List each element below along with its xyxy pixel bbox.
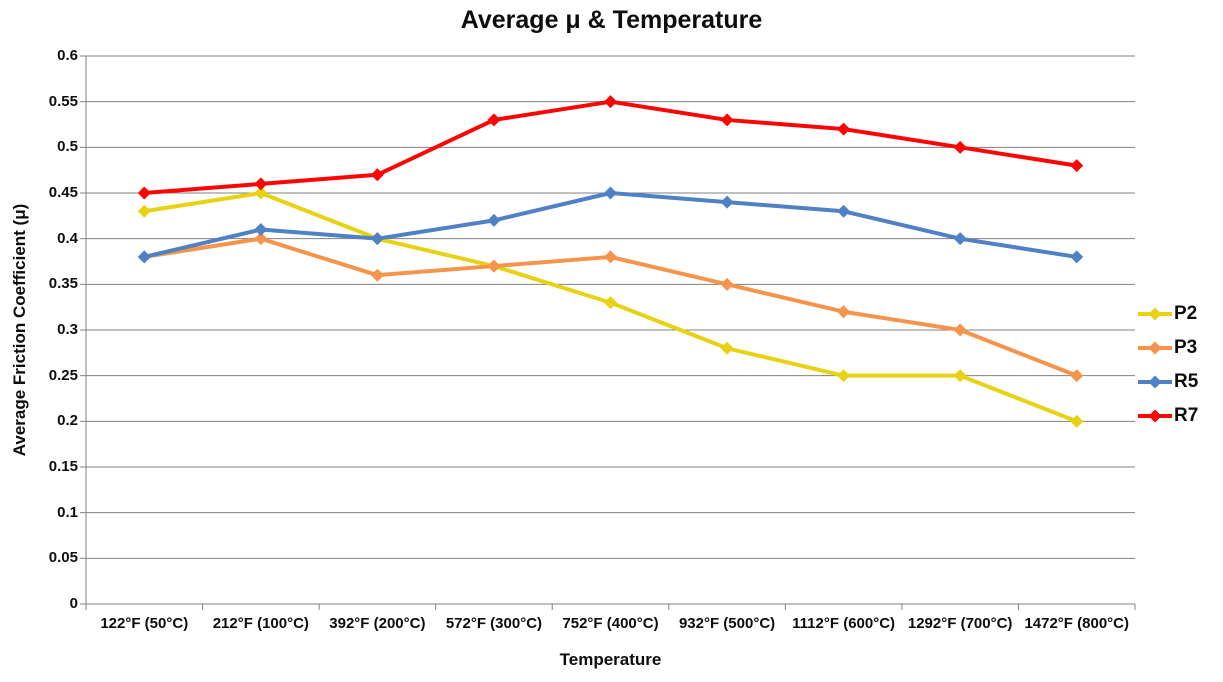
data-point-marker <box>837 305 851 319</box>
data-point-marker <box>720 277 734 291</box>
data-point-marker <box>137 250 151 264</box>
data-point-marker <box>1070 250 1084 264</box>
data-point-marker <box>953 369 967 383</box>
y-tick-label: 0.6 <box>57 47 78 64</box>
x-tick-label: 1472°F (800°C) <box>1024 615 1129 632</box>
y-tick-label: 0.35 <box>48 275 78 293</box>
y-tick-label: 0.15 <box>48 458 78 475</box>
legend-marker-icon <box>1138 409 1172 423</box>
x-tick-label: 752°F (400°C) <box>562 615 659 632</box>
legend-marker-icon <box>1138 375 1172 389</box>
legend-label: R5 <box>1174 371 1199 392</box>
series-R5 <box>137 186 1084 264</box>
legend-diamond-icon <box>1148 375 1162 389</box>
series-R7 <box>137 95 1084 200</box>
data-point-marker <box>953 232 967 246</box>
legend-marker-icon <box>1138 341 1172 355</box>
data-point-marker <box>837 369 851 383</box>
legend-item-P3: P3 <box>1138 331 1198 365</box>
data-point-marker <box>1070 414 1084 428</box>
data-point-marker <box>604 186 617 200</box>
x-tick-label: 212°F (100°C) <box>212 615 309 632</box>
data-point-marker <box>1070 369 1084 383</box>
y-tick-label: 0.4 <box>57 229 78 247</box>
data-point-marker <box>837 204 851 218</box>
data-point-marker <box>254 232 268 246</box>
x-tick-label: 1112°F (600°C) <box>792 615 896 632</box>
data-point-marker <box>487 213 501 227</box>
x-axis-title: Temperature <box>559 650 662 669</box>
y-tick-label: 0.1 <box>57 503 78 521</box>
data-point-marker <box>254 186 268 200</box>
data-point-marker <box>604 95 617 109</box>
x-tick-label: 392°F (200°C) <box>329 615 426 632</box>
legend-label: R7 <box>1174 405 1199 426</box>
y-tick-label: 0.5 <box>57 138 78 156</box>
legend-diamond-icon <box>1148 341 1162 355</box>
data-point-marker <box>604 296 617 310</box>
y-tick-label: 0.55 <box>48 92 78 110</box>
data-point-marker <box>370 232 384 246</box>
x-tick-label: 932°F (500°C) <box>678 615 776 632</box>
y-tick-label: 0.25 <box>48 366 78 384</box>
data-point-marker <box>487 259 501 273</box>
data-point-marker <box>254 223 268 237</box>
legend-item-R5: R5 <box>1138 365 1198 399</box>
legend-label: P3 <box>1174 337 1198 358</box>
data-point-marker <box>370 268 384 282</box>
data-point-marker <box>487 113 501 127</box>
data-point-marker <box>720 113 734 127</box>
x-tick-label: 572°F (300°C) <box>445 615 543 632</box>
y-tick-label: 0.05 <box>48 549 78 567</box>
legend-item-R7: R7 <box>1138 399 1198 433</box>
data-point-marker <box>720 341 734 355</box>
legend-label: P2 <box>1174 303 1198 324</box>
y-tick-label: 0.2 <box>57 412 78 430</box>
chart-title: Average μ & Temperature <box>460 6 763 34</box>
legend-item-P2: P2 <box>1138 297 1198 331</box>
legend-diamond-icon <box>1148 409 1162 423</box>
data-point-marker <box>720 195 734 209</box>
data-point-marker <box>370 168 384 182</box>
data-point-marker <box>1070 159 1084 173</box>
data-point-marker <box>837 122 851 136</box>
x-tick-label: 122°F (50°C) <box>100 615 189 632</box>
y-tick-label: 0 <box>69 595 78 612</box>
x-tick-label: 1292°F (700°C) <box>907 615 1013 632</box>
y-tick-label: 0.3 <box>57 321 78 338</box>
data-point-marker <box>953 323 967 337</box>
data-point-marker <box>604 250 617 264</box>
legend-diamond-icon <box>1148 307 1162 321</box>
y-tick-label: 0.45 <box>48 184 78 201</box>
data-point-marker <box>254 177 268 191</box>
data-point-marker <box>137 204 151 218</box>
series-P2 <box>137 186 1084 428</box>
legend-marker-icon <box>1138 307 1172 321</box>
data-point-marker <box>137 186 151 200</box>
legend: P2 P3 R5 R7 <box>1138 297 1198 433</box>
data-point-marker <box>953 140 967 154</box>
